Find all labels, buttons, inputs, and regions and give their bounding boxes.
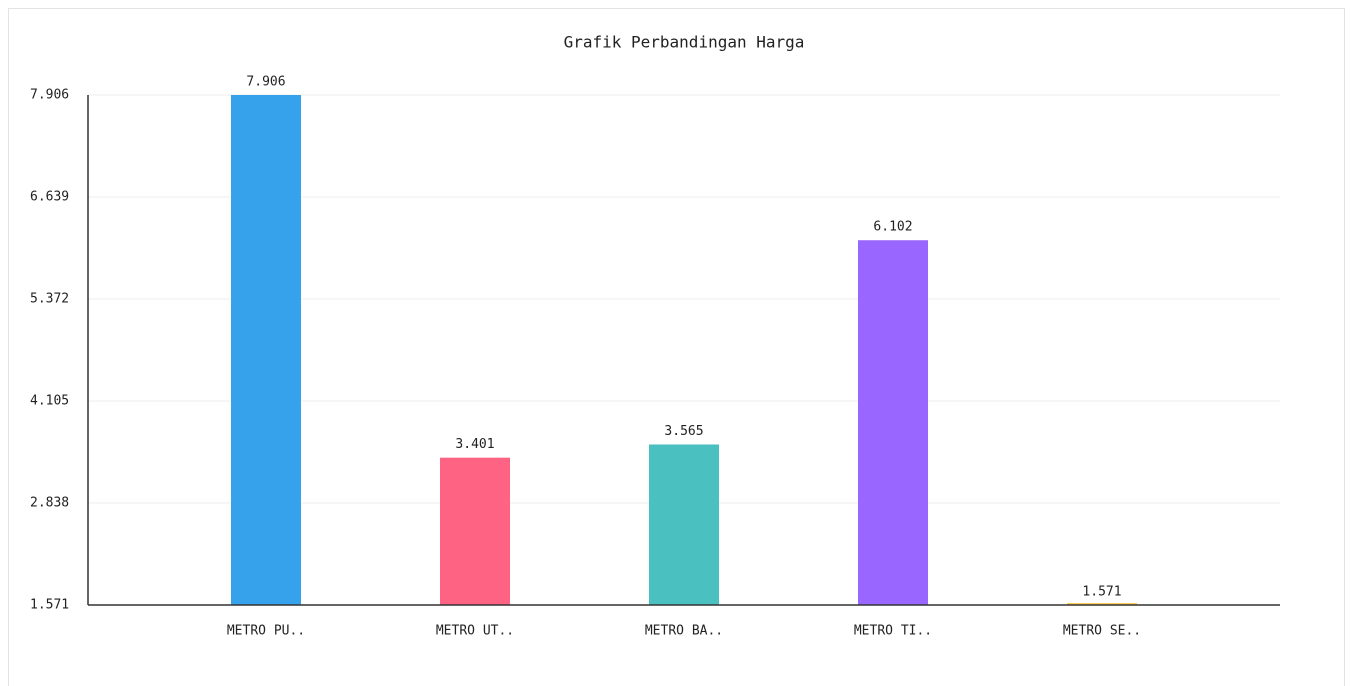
x-tick-label: METRO UT.. xyxy=(436,624,514,639)
chart-frame xyxy=(8,8,1345,686)
y-tick-label: 2.838 xyxy=(30,496,69,511)
x-tick-label: METRO PU.. xyxy=(227,624,305,639)
data-label: 3.565 xyxy=(664,424,703,439)
data-label: 7.906 xyxy=(246,75,285,90)
y-tick-label: 5.372 xyxy=(30,292,69,307)
y-tick-label: 4.105 xyxy=(30,394,69,409)
x-tick-label: METRO TI.. xyxy=(854,624,932,639)
bar xyxy=(858,240,928,605)
data-label: 6.102 xyxy=(873,220,912,235)
x-tick-label: METRO SE.. xyxy=(1063,624,1141,639)
bar xyxy=(440,457,510,605)
x-tick-label: METRO BA.. xyxy=(645,624,723,639)
chart-title: Grafik Perbandingan Harga xyxy=(564,33,805,52)
y-tick-label: 7.906 xyxy=(30,88,69,103)
bar xyxy=(231,95,301,605)
y-tick-label: 6.639 xyxy=(30,190,69,205)
data-label: 3.401 xyxy=(455,437,494,452)
data-label: 1.571 xyxy=(1082,585,1121,600)
y-tick-label: 1.571 xyxy=(30,598,69,613)
bar xyxy=(649,444,719,605)
bar xyxy=(1067,603,1137,605)
